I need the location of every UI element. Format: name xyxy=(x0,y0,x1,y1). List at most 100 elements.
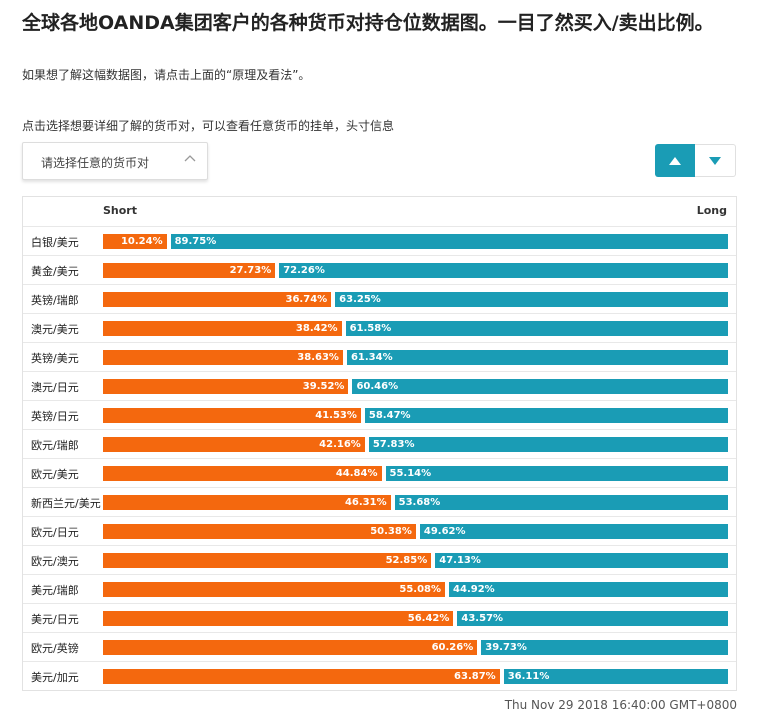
currency-pair-label: 欧元/美元 xyxy=(31,468,79,481)
currency-pair-label: 美元/加元 xyxy=(31,671,79,684)
long-value-label: 39.73% xyxy=(485,642,527,653)
chart-row: 欧元/澳元 52.85% 47.13% xyxy=(23,545,736,574)
currency-pair-label: 英镑/瑞郎 xyxy=(31,294,79,307)
currency-pair-label: 欧元/澳元 xyxy=(31,555,79,568)
short-value-label: 46.31% xyxy=(344,497,387,508)
short-header: Short xyxy=(103,204,137,217)
currency-pair-label: 欧元/日元 xyxy=(31,526,79,539)
currency-pair-select-placeholder: 请选择任意的货币对 xyxy=(41,156,150,170)
chart-row: 美元/日元 56.42% 43.57% xyxy=(23,603,736,632)
long-header: Long xyxy=(696,204,727,217)
short-bar: 42.16% xyxy=(103,437,365,452)
short-bar: 10.24% xyxy=(103,234,167,249)
long-bar: 60.46% xyxy=(352,379,728,394)
currency-pair-label: 美元/瑞郎 xyxy=(31,584,79,597)
long-value-label: 47.13% xyxy=(439,555,481,566)
long-value-label: 89.75% xyxy=(174,236,217,247)
chart-row: 美元/加元 63.87% 36.11% xyxy=(23,661,736,690)
short-value-label: 39.52% xyxy=(302,381,345,392)
long-value-label: 44.92% xyxy=(453,584,495,595)
short-bar: 36.74% xyxy=(103,292,332,307)
long-value-label: 53.68% xyxy=(398,497,441,508)
currency-pair-select[interactable]: 请选择任意的货币对 xyxy=(22,142,208,180)
short-value-label: 42.16% xyxy=(319,439,361,450)
long-bar: 39.73% xyxy=(481,640,728,655)
currency-pair-label: 英镑/美元 xyxy=(31,352,79,365)
short-bar: 39.52% xyxy=(103,379,349,394)
long-bar: 61.58% xyxy=(345,321,728,336)
chart-row: 英镑/美元 38.63% 61.34% xyxy=(23,342,736,371)
long-bar: 63.25% xyxy=(335,292,728,307)
long-bar: 58.47% xyxy=(364,408,728,423)
currency-pair-label: 欧元/英镑 xyxy=(31,642,79,655)
short-bar: 50.38% xyxy=(103,524,416,539)
long-value-label: 49.62% xyxy=(423,526,466,537)
sort-ascending-button[interactable] xyxy=(655,144,695,177)
long-bar: 72.26% xyxy=(279,263,728,278)
long-value-label: 72.26% xyxy=(283,265,325,276)
currency-pair-label: 黄金/美元 xyxy=(31,265,79,278)
short-value-label: 27.73% xyxy=(229,265,272,276)
chart-row: 澳元/美元 38.42% 61.58% xyxy=(23,313,736,342)
currency-pair-label: 澳元/美元 xyxy=(31,323,79,336)
long-bar: 55.14% xyxy=(385,466,728,481)
short-bar: 27.73% xyxy=(103,263,276,278)
short-bar: 60.26% xyxy=(103,640,478,655)
update-timestamp: Thu Nov 29 2018 16:40:00 GMT+0800 xyxy=(504,698,737,712)
long-value-label: 55.14% xyxy=(389,468,432,479)
page-title: 全球各地OANDA集团客户的各种货币对持仓位数据图。一目了然买入/卖出比例。 xyxy=(22,12,714,34)
select-hint: 点击选择想要详细了解的货币对，可以查看任意货币的挂单，头寸信息 xyxy=(22,119,395,133)
long-value-label: 61.58% xyxy=(349,323,392,334)
short-value-label: 52.85% xyxy=(385,555,428,566)
short-bar: 41.53% xyxy=(103,408,361,423)
chart-row: 澳元/日元 39.52% 60.46% xyxy=(23,371,736,400)
long-bar: 43.57% xyxy=(457,611,728,626)
currency-pair-label: 新西兰元/美元 xyxy=(31,497,101,510)
short-bar: 52.85% xyxy=(103,553,432,568)
long-bar: 49.62% xyxy=(419,524,728,539)
short-value-label: 56.42% xyxy=(407,613,450,624)
sort-descending-button[interactable] xyxy=(695,144,736,177)
short-value-label: 10.24% xyxy=(120,236,163,247)
chart-row: 英镑/日元 41.53% 58.47% xyxy=(23,400,736,429)
short-value-label: 36.74% xyxy=(285,294,328,305)
currency-pair-label: 欧元/瑞郎 xyxy=(31,439,79,452)
chart-row: 欧元/瑞郎 42.16% 57.83% xyxy=(23,429,736,458)
chart-row: 欧元/美元 44.84% 55.14% xyxy=(23,458,736,487)
long-value-label: 57.83% xyxy=(372,439,415,450)
short-value-label: 44.84% xyxy=(335,468,378,479)
short-bar: 38.63% xyxy=(103,350,343,365)
long-value-label: 43.57% xyxy=(461,613,504,624)
long-value-label: 63.25% xyxy=(339,294,381,305)
long-bar: 36.11% xyxy=(503,669,728,684)
long-bar: 53.68% xyxy=(394,495,728,510)
chart-row: 美元/瑞郎 55.08% 44.92% xyxy=(23,574,736,603)
short-bar: 46.31% xyxy=(103,495,391,510)
short-bar: 55.08% xyxy=(103,582,446,597)
chart-row: 英镑/瑞郎 36.74% 63.25% xyxy=(23,284,736,313)
long-value-label: 61.34% xyxy=(350,352,393,363)
long-bar: 61.34% xyxy=(346,350,728,365)
long-value-label: 60.46% xyxy=(356,381,399,392)
long-bar: 44.92% xyxy=(449,582,728,597)
currency-pair-label: 美元/日元 xyxy=(31,613,79,626)
short-value-label: 50.38% xyxy=(370,526,412,537)
short-bar: 63.87% xyxy=(103,669,500,684)
long-bar: 89.75% xyxy=(170,234,728,249)
chart-row: 欧元/英镑 60.26% 39.73% xyxy=(23,632,736,661)
currency-pair-label: 英镑/日元 xyxy=(31,410,79,423)
long-value-label: 36.11% xyxy=(507,671,550,682)
short-value-label: 41.53% xyxy=(315,410,357,421)
chart-row: 欧元/日元 50.38% 49.62% xyxy=(23,516,736,545)
currency-pair-label: 白银/美元 xyxy=(31,236,79,249)
principle-hint: 如果想了解这幅数据图，请点击上面的“原理及看法”。 xyxy=(22,68,311,82)
triangle-up-icon xyxy=(669,156,681,165)
short-value-label: 63.87% xyxy=(454,671,496,682)
long-value-label: 58.47% xyxy=(368,410,411,421)
short-bar: 44.84% xyxy=(103,466,382,481)
long-bar: 47.13% xyxy=(435,553,728,568)
long-bar: 57.83% xyxy=(368,437,728,452)
currency-pair-label: 澳元/日元 xyxy=(31,381,79,394)
chevron-up-icon xyxy=(184,155,196,162)
position-ratio-chart: Short Long 白银/美元 10.24% 89.75% 黄金/美元 27.73% 7… xyxy=(22,196,737,691)
